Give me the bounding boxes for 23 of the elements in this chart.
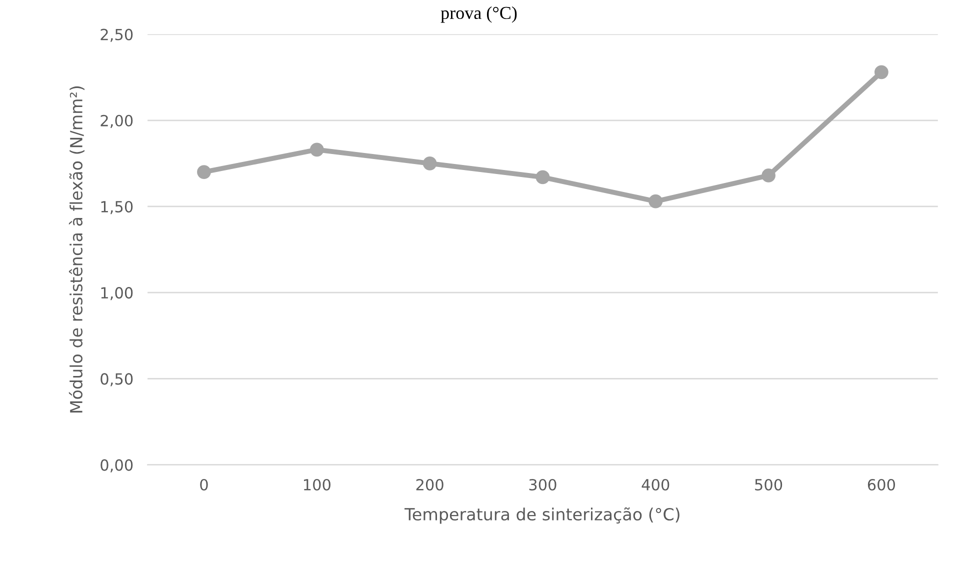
x-tick-label: 300 bbox=[529, 478, 556, 491]
y-tick-label: 1,50 bbox=[101, 200, 133, 214]
x-tick-label: 0 bbox=[200, 478, 208, 491]
x-axis-title: Temperatura de sinterização (°C) bbox=[404, 507, 680, 524]
y-tick-label: 0,50 bbox=[100, 373, 133, 386]
point bbox=[874, 65, 888, 80]
y-axis-title: Módulo de resistência à flexão (N/mm²) bbox=[68, 86, 84, 412]
x-tick-label: 500 bbox=[755, 478, 782, 491]
x-tick-label: 400 bbox=[642, 478, 670, 491]
point bbox=[197, 165, 211, 179]
y-tick-label: 0,00 bbox=[100, 459, 133, 472]
y-tick-label: 2,50 bbox=[100, 28, 133, 42]
y-tick-label: 2,00 bbox=[100, 114, 133, 128]
x-tick-label: 600 bbox=[868, 478, 895, 491]
y-tick-label: 1,00 bbox=[101, 287, 133, 300]
point bbox=[648, 194, 663, 208]
chart-title: prova (°C) bbox=[440, 6, 517, 23]
point bbox=[422, 156, 437, 170]
x-tick-label: 200 bbox=[416, 478, 444, 491]
point bbox=[536, 170, 550, 184]
point bbox=[310, 142, 324, 157]
point bbox=[762, 168, 776, 182]
x-tick-label: 100 bbox=[304, 478, 330, 491]
